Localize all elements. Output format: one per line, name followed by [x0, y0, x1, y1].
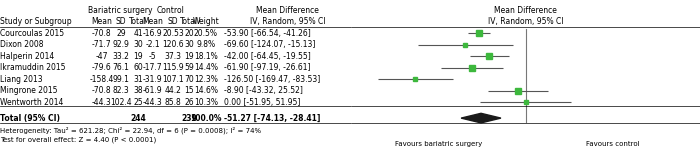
Text: 14.4%: 14.4%	[194, 63, 218, 72]
Text: 38: 38	[133, 86, 143, 95]
Text: 18.1%: 18.1%	[194, 52, 218, 61]
Text: 120.6: 120.6	[162, 40, 183, 49]
Text: -31.9: -31.9	[143, 75, 162, 84]
Text: Mean: Mean	[142, 17, 163, 26]
Text: 60: 60	[133, 63, 143, 72]
Text: 82.3: 82.3	[113, 86, 130, 95]
Text: Bariatric surgery: Bariatric surgery	[88, 6, 153, 15]
Text: Mingrone 2015: Mingrone 2015	[1, 86, 58, 95]
Text: 102.4: 102.4	[111, 98, 132, 107]
Text: -126.50 [-169.47, -83.53]: -126.50 [-169.47, -83.53]	[224, 75, 320, 84]
Text: Favours control: Favours control	[586, 141, 640, 147]
Text: Total: Total	[180, 17, 198, 26]
Text: Heterogeneity: Tau² = 621.28; Chi² = 22.94, df = 6 (P = 0.0008); I² = 74%: Heterogeneity: Tau² = 621.28; Chi² = 22.…	[1, 127, 262, 135]
Text: 59: 59	[184, 63, 194, 72]
Text: 12.3%: 12.3%	[194, 75, 218, 84]
Text: -16.9: -16.9	[143, 29, 162, 38]
Text: 19: 19	[184, 52, 194, 61]
Text: SD: SD	[167, 17, 178, 26]
Text: -2.1: -2.1	[146, 40, 160, 49]
Text: 20: 20	[184, 29, 194, 38]
Text: 100.0%: 100.0%	[190, 114, 222, 123]
Text: Test for overall effect: Z = 4.40 (P < 0.0001): Test for overall effect: Z = 4.40 (P < 0…	[1, 136, 157, 142]
Text: 76.1: 76.1	[113, 63, 130, 72]
Text: 20.53: 20.53	[162, 29, 184, 38]
Text: -79.6: -79.6	[92, 63, 112, 72]
Text: 14.6%: 14.6%	[194, 86, 218, 95]
Text: 10.3%: 10.3%	[194, 98, 218, 107]
Text: Ikramuddin 2015: Ikramuddin 2015	[1, 63, 66, 72]
Text: 20.5%: 20.5%	[194, 29, 218, 38]
Text: 115.9: 115.9	[162, 63, 183, 72]
Text: 70: 70	[184, 75, 194, 84]
Text: -5: -5	[149, 52, 157, 61]
Text: Halperin 2014: Halperin 2014	[1, 52, 55, 61]
Text: Favours bariatric surgery: Favours bariatric surgery	[395, 141, 482, 147]
Text: 107.1: 107.1	[162, 75, 183, 84]
Text: SD: SD	[116, 17, 127, 26]
Text: 85.8: 85.8	[164, 98, 181, 107]
Text: 15: 15	[184, 86, 194, 95]
Text: -8.90 [-43.32, 25.52]: -8.90 [-43.32, 25.52]	[224, 86, 302, 95]
Text: 37.3: 37.3	[164, 52, 181, 61]
Text: 25: 25	[133, 98, 143, 107]
Text: -70.8: -70.8	[92, 86, 112, 95]
Text: 33.2: 33.2	[113, 52, 130, 61]
Text: 44.2: 44.2	[164, 86, 181, 95]
Text: -47: -47	[96, 52, 108, 61]
Text: IV, Random, 95% CI: IV, Random, 95% CI	[250, 17, 326, 26]
Text: Dixon 2008: Dixon 2008	[1, 40, 44, 49]
Text: -51.27 [-74.13, -28.41]: -51.27 [-74.13, -28.41]	[224, 114, 320, 123]
Text: 0.00 [-51.95, 51.95]: 0.00 [-51.95, 51.95]	[224, 98, 300, 107]
Text: 29: 29	[116, 29, 126, 38]
Text: Total: Total	[129, 17, 147, 26]
Text: -61.90 [-97.19, -26.61]: -61.90 [-97.19, -26.61]	[224, 63, 310, 72]
Text: 41: 41	[133, 29, 143, 38]
Text: IV, Random, 95% CI: IV, Random, 95% CI	[488, 17, 564, 26]
Text: 99.1: 99.1	[113, 75, 130, 84]
Polygon shape	[461, 113, 501, 123]
Text: 30: 30	[184, 40, 194, 49]
Text: 92.9: 92.9	[113, 40, 130, 49]
Text: Total (95% CI): Total (95% CI)	[1, 114, 60, 123]
Text: Courcoulas 2015: Courcoulas 2015	[1, 29, 64, 38]
Text: Control: Control	[157, 6, 185, 15]
Text: Study or Subgroup: Study or Subgroup	[1, 17, 72, 26]
Text: Wentworth 2014: Wentworth 2014	[1, 98, 64, 107]
Text: 239: 239	[181, 114, 197, 123]
Text: Mean Difference: Mean Difference	[256, 6, 319, 15]
Text: 19: 19	[133, 52, 143, 61]
Text: -42.00 [-64.45, -19.55]: -42.00 [-64.45, -19.55]	[224, 52, 311, 61]
Text: -44.3: -44.3	[143, 98, 162, 107]
Text: -71.7: -71.7	[92, 40, 112, 49]
Text: 9.8%: 9.8%	[197, 40, 216, 49]
Text: -53.90 [-66.54, -41.26]: -53.90 [-66.54, -41.26]	[224, 29, 311, 38]
Text: -69.60 [-124.07, -15.13]: -69.60 [-124.07, -15.13]	[224, 40, 315, 49]
Text: -17.7: -17.7	[143, 63, 162, 72]
Text: -61.9: -61.9	[143, 86, 162, 95]
Text: 31: 31	[133, 75, 143, 84]
Text: -158.4: -158.4	[90, 75, 114, 84]
Text: -44.3: -44.3	[92, 98, 112, 107]
Text: Weight: Weight	[193, 17, 219, 26]
Text: Mean: Mean	[92, 17, 112, 26]
Text: 26: 26	[184, 98, 194, 107]
Text: -70.8: -70.8	[92, 29, 112, 38]
Text: Liang 2013: Liang 2013	[1, 75, 43, 84]
Text: Mean Difference: Mean Difference	[494, 6, 557, 15]
Text: 30: 30	[133, 40, 143, 49]
Text: 244: 244	[130, 114, 146, 123]
